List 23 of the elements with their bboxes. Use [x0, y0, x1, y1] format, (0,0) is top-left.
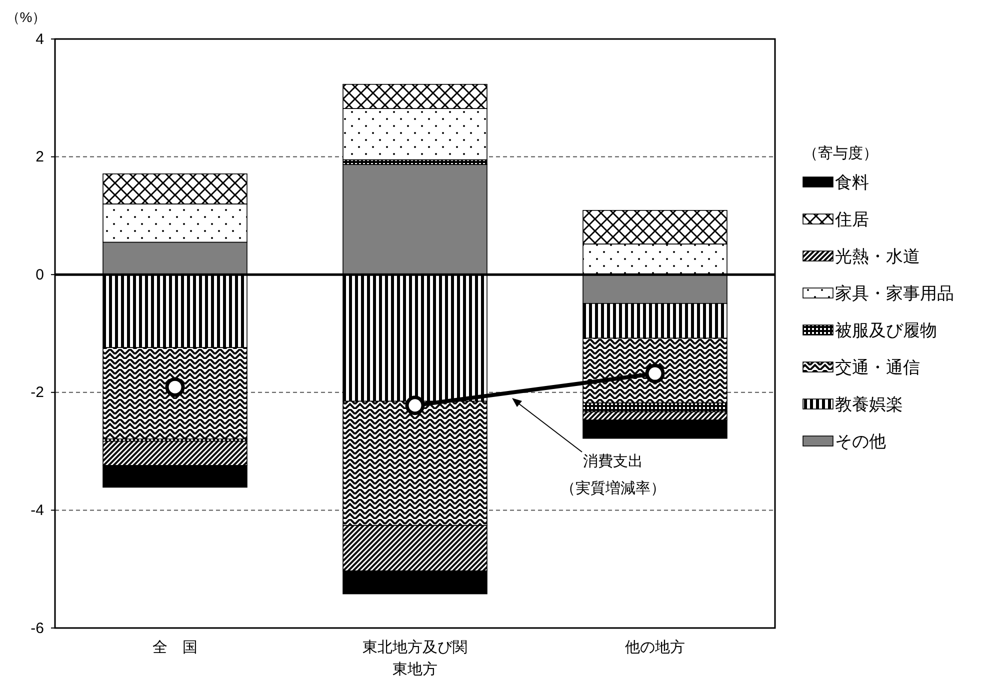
point: [645, 364, 665, 384]
legend-label: 交通・通信: [835, 358, 920, 377]
x-tick-label: 東北地方及び関東地方: [362, 639, 468, 678]
annotation: 消費支出（実質増減率）: [560, 453, 666, 497]
x-tick-label: 他の地方: [625, 639, 685, 656]
y-tick-label: 0: [36, 266, 44, 284]
y-tick-label: -4: [30, 502, 44, 519]
legend-label: 家具・家事用品: [835, 284, 954, 303]
legend-label: 教養娯楽: [835, 395, 903, 414]
legend-label: 被服及び履物: [835, 321, 937, 340]
y-tick-label: 4: [36, 30, 44, 48]
x-tick-label: 全 国: [152, 639, 198, 656]
legend-label: 住居: [834, 210, 869, 229]
point: [165, 377, 185, 397]
legend-label: 食料: [835, 173, 869, 192]
y-tick-label: -2: [30, 384, 44, 402]
point: [405, 396, 425, 416]
legend-label: その他: [835, 432, 886, 451]
legend-title: （寄与度）: [803, 145, 878, 162]
y-axis-title: （%）: [6, 9, 46, 25]
legend-label: 光熱・水道: [835, 247, 920, 266]
y-tick-label: 2: [36, 148, 44, 166]
y-tick-label: -6: [30, 620, 44, 637]
